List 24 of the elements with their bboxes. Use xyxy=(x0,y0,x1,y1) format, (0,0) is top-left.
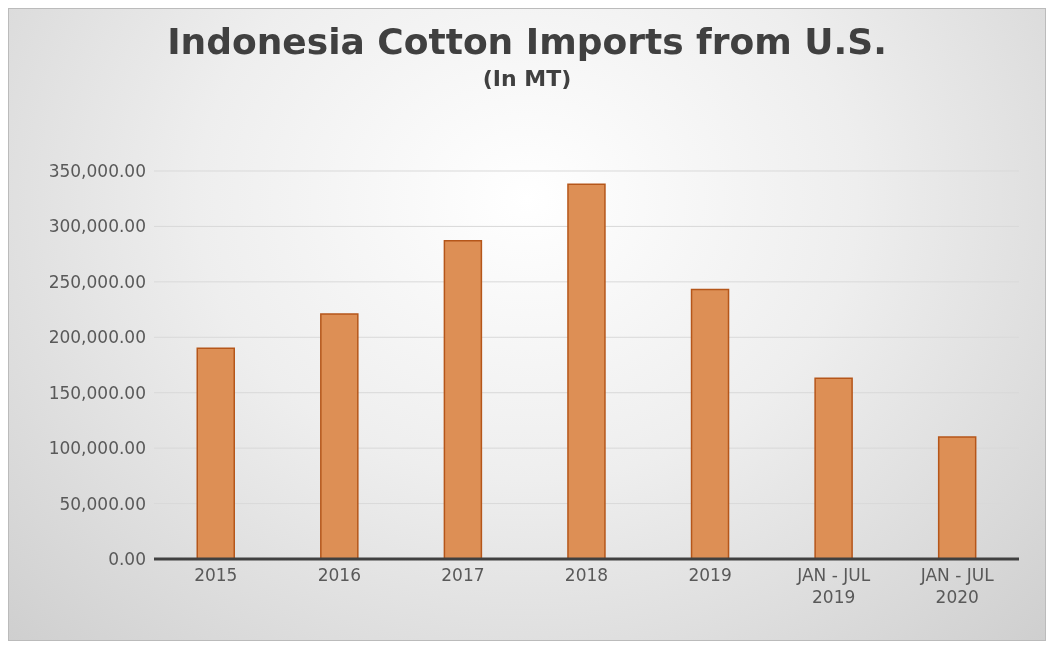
y-tick-label: 350,000.00 xyxy=(48,161,146,182)
x-tick-label: JAN - JUL 2019 xyxy=(796,565,871,607)
bar xyxy=(690,288,730,559)
bar xyxy=(196,347,235,559)
x-tick-label: 2017 xyxy=(441,565,485,585)
x-tick-label: 2015 xyxy=(194,565,238,585)
y-tick-label: 0.00 xyxy=(108,549,146,570)
bar xyxy=(567,183,606,559)
chart-subtitle: (In MT) xyxy=(481,66,573,91)
x-tick-label: JAN - JUL 2020 xyxy=(919,565,995,607)
bar xyxy=(320,313,359,559)
y-tick-label: 50,000.00 xyxy=(59,493,146,514)
bar xyxy=(937,436,977,559)
y-tick-label: 100,000.00 xyxy=(48,438,146,459)
x-tick-label: 2016 xyxy=(317,565,361,585)
bar xyxy=(814,377,853,559)
y-tick-label: 150,000.00 xyxy=(48,382,146,403)
y-tick-label: 200,000.00 xyxy=(48,327,146,348)
y-tick-label: 250,000.00 xyxy=(48,271,146,292)
chart-title: Indonesia Cotton Imports from U.S. xyxy=(166,21,888,62)
x-tick-label: 2018 xyxy=(564,565,609,585)
y-tick-label: 300,000.00 xyxy=(48,216,146,237)
x-tick-label: 2019 xyxy=(688,565,732,585)
bar xyxy=(443,240,483,559)
